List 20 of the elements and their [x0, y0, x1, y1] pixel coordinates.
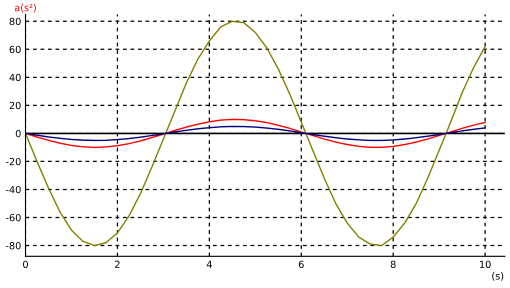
y-tick-label: -40	[6, 186, 21, 194]
y-tick-label: 0	[16, 130, 21, 138]
y-tick-label: 80	[10, 18, 21, 26]
x-tick-label: 6	[298, 260, 304, 268]
line-series	[26, 118, 486, 148]
line-series	[26, 20, 486, 246]
y-tick-label: 20	[10, 102, 21, 110]
y-tick-label: -80	[6, 242, 21, 250]
y-tick-label: 40	[9, 74, 21, 82]
y-tick-label: -60	[6, 214, 21, 222]
y-axis-title: a(s²)	[14, 4, 36, 12]
x-tick-label: 10	[480, 260, 491, 268]
x-tick-label: 2	[115, 260, 120, 268]
x-tick-label: 4	[206, 260, 212, 268]
x-axis-title: (s)	[492, 272, 504, 281]
x-tick-label: 0	[23, 260, 28, 268]
line-series	[26, 126, 486, 142]
y-tick-label: 60	[10, 46, 21, 54]
x-tick-label: 8	[390, 260, 396, 268]
y-tick-label: -20	[6, 158, 21, 166]
